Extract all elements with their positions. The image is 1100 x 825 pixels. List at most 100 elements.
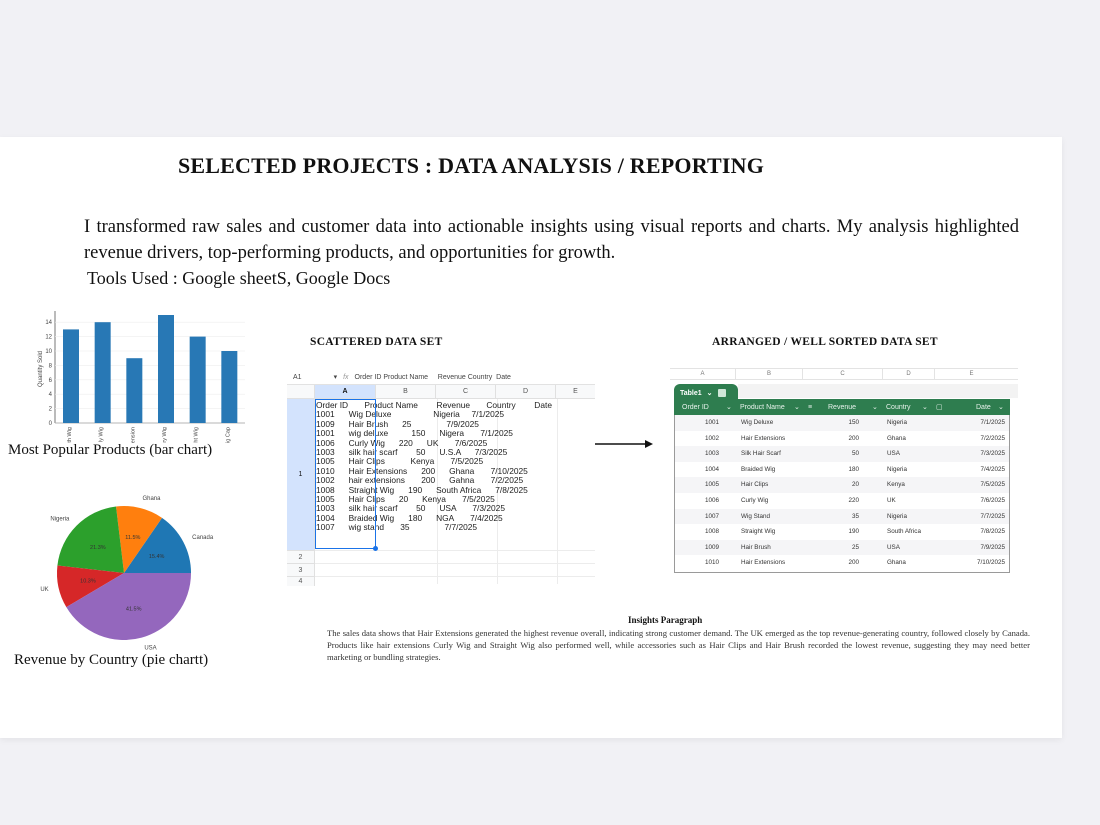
cell-product-name[interactable]: Wig Stand bbox=[741, 512, 771, 520]
cell-country[interactable]: USA bbox=[887, 450, 900, 458]
cell-product-name[interactable]: Hair Brush bbox=[741, 543, 771, 551]
row-header-1[interactable]: 1 bbox=[287, 399, 315, 550]
cell-country[interactable]: South Africa bbox=[887, 528, 921, 536]
row-header-4[interactable]: 4 bbox=[287, 576, 315, 586]
cell-product-name[interactable]: Hair Extensions bbox=[741, 434, 786, 442]
cell-revenue[interactable]: 200 bbox=[848, 434, 859, 442]
cell-date[interactable]: 7/1/2025 bbox=[980, 419, 1005, 426]
header-revenue[interactable]: Revenue bbox=[828, 403, 857, 411]
cell-date[interactable]: 7/7/2025 bbox=[980, 512, 1005, 520]
table-row[interactable]: 1004 Braided Wig 180 Nigeria 7/4/2025 bbox=[675, 462, 1009, 478]
cell-date[interactable]: 7/3/2025 bbox=[980, 450, 1005, 458]
cell-revenue[interactable]: 150 bbox=[848, 419, 859, 426]
fill-handle[interactable] bbox=[373, 546, 378, 551]
cell-product-name[interactable]: Hair Clips bbox=[741, 481, 769, 489]
table-header-row: Order ID ⌄ Product Name ⌄ ≡ Revenue ⌄ Co… bbox=[674, 399, 1010, 415]
chevron-down-icon[interactable]: ⌄ bbox=[998, 404, 1004, 411]
column-header-a[interactable]: A bbox=[315, 385, 376, 398]
header-country[interactable]: Country bbox=[886, 403, 911, 411]
column-header-d[interactable]: D bbox=[883, 369, 935, 379]
cell-order-id[interactable]: 1007 bbox=[705, 512, 720, 520]
table-row[interactable]: 1006 Curly Wig 220 UK 7/6/2025 bbox=[675, 493, 1009, 509]
cell-revenue[interactable]: 50 bbox=[851, 450, 859, 458]
formula-input[interactable]: Order ID Product Name Revenue Country Da… bbox=[354, 373, 511, 381]
cell-date[interactable]: 7/2/2025 bbox=[980, 434, 1005, 442]
selected-cell-a1[interactable] bbox=[315, 399, 376, 549]
table-row[interactable]: 1009 Hair Brush 25 USA 7/9/2025 bbox=[675, 539, 1009, 556]
pie-chart-caption: Revenue by Country (pie chartt) bbox=[14, 652, 209, 668]
cell-revenue[interactable]: 35 bbox=[851, 512, 859, 520]
svg-text:12: 12 bbox=[45, 335, 52, 341]
cell-product-name[interactable]: Braided Wig bbox=[741, 465, 776, 473]
cell-country[interactable]: Ghana bbox=[887, 559, 906, 567]
cell-order-id[interactable]: 1005 bbox=[705, 481, 720, 489]
cell-order-id[interactable]: 1006 bbox=[705, 496, 720, 504]
column-header-e[interactable]: E bbox=[573, 388, 578, 395]
table-row[interactable]: 1001 Wig Deluxe 150 Nigeria 7/1/2025 bbox=[675, 415, 1009, 431]
chevron-down-icon[interactable]: ⌄ bbox=[726, 404, 732, 411]
table-icon[interactable] bbox=[717, 389, 726, 397]
cell-country[interactable]: Nigeria bbox=[887, 419, 907, 426]
cell-revenue[interactable]: 190 bbox=[848, 528, 859, 536]
cell-product-name[interactable]: Wig Deluxe bbox=[741, 419, 774, 426]
cell-country[interactable]: Nigeria bbox=[887, 465, 907, 473]
cell-date[interactable]: 7/9/2025 bbox=[980, 543, 1005, 551]
cell-order-id[interactable]: 1008 bbox=[705, 528, 720, 536]
table-name-tab[interactable]: Table1 ⌄ bbox=[674, 384, 738, 402]
cell-date[interactable]: 7/10/2025 bbox=[976, 559, 1005, 567]
column-header-c[interactable]: C bbox=[436, 385, 496, 398]
cell-revenue[interactable]: 20 bbox=[851, 481, 859, 489]
cell-product-name[interactable]: Straight Wig bbox=[741, 528, 776, 536]
table-row[interactable]: 1003 Silk Hair Scarf 50 USA 7/3/2025 bbox=[675, 446, 1009, 462]
chevron-down-icon[interactable]: ⌄ bbox=[794, 404, 800, 411]
cell-date[interactable]: 7/5/2025 bbox=[980, 481, 1005, 489]
header-order-id[interactable]: Order ID bbox=[682, 403, 709, 411]
formula-bar[interactable]: A1 ▾ fx Order ID Product Name Revenue Co… bbox=[287, 370, 595, 385]
intro-paragraph: I transformed raw sales and customer dat… bbox=[84, 217, 1019, 263]
column-header-d[interactable]: D bbox=[496, 385, 556, 398]
row-header-2[interactable]: 2 bbox=[287, 550, 315, 563]
cell-country[interactable]: UK bbox=[887, 496, 896, 504]
dropdown-icon[interactable]: ▾ bbox=[333, 374, 338, 381]
cell-revenue[interactable]: 200 bbox=[848, 559, 859, 567]
cell-country[interactable]: Kenya bbox=[887, 481, 905, 489]
chevron-down-icon[interactable]: ⌄ bbox=[872, 404, 878, 411]
table-row[interactable]: 1005 Hair Clips 20 Kenya 7/5/2025 bbox=[675, 477, 1009, 493]
column-header-b[interactable]: B bbox=[376, 385, 436, 398]
table-row[interactable]: 1002 Hair Extensions 200 Ghana 7/2/2025 bbox=[675, 431, 1009, 447]
cell-date[interactable]: 7/4/2025 bbox=[980, 465, 1005, 473]
cell-order-id[interactable]: 1009 bbox=[705, 543, 720, 551]
cell-country[interactable]: Ghana bbox=[887, 434, 906, 442]
cell-product-name[interactable]: Hair Extensions bbox=[741, 559, 786, 567]
column-header-b[interactable]: B bbox=[736, 369, 803, 379]
cell-revenue[interactable]: 180 bbox=[848, 465, 859, 473]
sheet-grid[interactable]: 1 2 3 4 Order ID Product Name Revenue Co… bbox=[287, 399, 595, 586]
column-header-e[interactable]: E bbox=[969, 371, 974, 377]
column-header-a[interactable]: A bbox=[670, 369, 736, 379]
cell-product-name[interactable]: Curly Wig bbox=[741, 496, 769, 504]
cell-order-id[interactable]: 1002 bbox=[705, 434, 720, 442]
column-header-c[interactable]: C bbox=[803, 369, 883, 379]
table-row[interactable]: 1008 Straight Wig 190 South Africa 7/8/2025 bbox=[675, 524, 1009, 540]
cell-order-id[interactable]: 1004 bbox=[705, 465, 720, 473]
cell-date[interactable]: 7/8/2025 bbox=[980, 528, 1005, 536]
cell-product-name[interactable]: Silk Hair Scarf bbox=[741, 450, 781, 458]
table-row[interactable]: 1010 Hair Extensions 200 Ghana 7/10/2025 bbox=[675, 555, 1009, 571]
cell-country[interactable]: Nigeria bbox=[887, 512, 907, 520]
header-date[interactable]: Date bbox=[976, 403, 991, 411]
svg-text:15.4%: 15.4% bbox=[149, 554, 165, 560]
select-all-corner[interactable] bbox=[287, 385, 315, 398]
cell-revenue[interactable]: 25 bbox=[851, 543, 859, 551]
chevron-down-icon[interactable]: ⌄ bbox=[706, 390, 713, 397]
cell-date[interactable]: 7/6/2025 bbox=[980, 496, 1005, 504]
cell-country[interactable]: USA bbox=[887, 543, 900, 551]
row-header-3[interactable]: 3 bbox=[287, 563, 315, 576]
cell-revenue[interactable]: 220 bbox=[848, 496, 859, 504]
cell-order-id[interactable]: 1001 bbox=[705, 419, 720, 426]
table-row[interactable]: 1007 Wig Stand 35 Nigeria 7/7/2025 bbox=[675, 508, 1009, 525]
chevron-down-icon[interactable]: ⌄ bbox=[922, 404, 928, 411]
cell-order-id[interactable]: 1010 bbox=[705, 559, 720, 567]
cell-reference[interactable]: A1 bbox=[293, 373, 302, 381]
cell-order-id[interactable]: 1003 bbox=[705, 450, 720, 458]
header-product-name[interactable]: Product Name bbox=[740, 403, 785, 411]
